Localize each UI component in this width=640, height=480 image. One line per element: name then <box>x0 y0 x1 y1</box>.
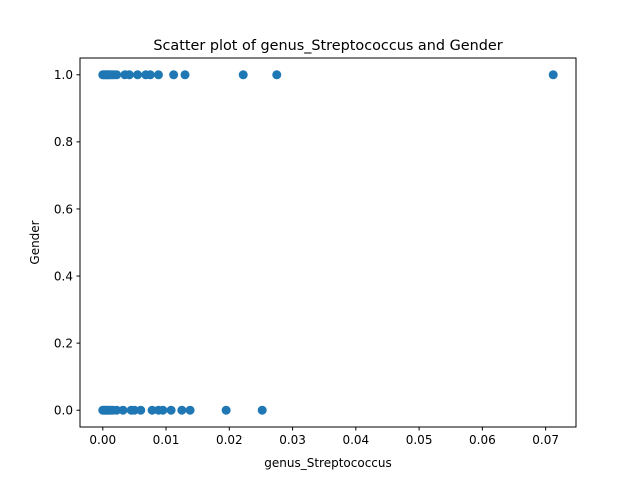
chart-title: Scatter plot of genus_Streptococcus and … <box>153 38 502 54</box>
data-point <box>272 70 282 80</box>
plot-frame <box>79 57 577 428</box>
data-points <box>98 70 558 415</box>
y-tick-label: 0.4 <box>54 269 73 283</box>
data-point <box>112 70 122 80</box>
y-axis-label: Gender <box>28 220 42 264</box>
data-point <box>548 70 558 80</box>
y-tick-label: 0.6 <box>54 202 73 216</box>
x-axis-label: genus_Streptococcus <box>264 456 392 470</box>
x-tick-label: 0.06 <box>469 433 496 447</box>
data-point <box>118 405 128 415</box>
data-point <box>133 70 143 80</box>
y-tick-label: 0.8 <box>54 135 73 149</box>
data-point <box>185 405 195 415</box>
data-point <box>177 405 187 415</box>
x-tick-label: 0.00 <box>89 433 116 447</box>
x-tick-label: 0.05 <box>406 433 433 447</box>
data-point <box>136 405 146 415</box>
x-tick-label: 0.01 <box>153 433 180 447</box>
data-point <box>238 70 248 80</box>
y-tick-label: 0.0 <box>54 404 73 418</box>
data-point <box>257 405 267 415</box>
data-point <box>124 70 134 80</box>
data-point <box>166 405 176 415</box>
x-tick-label: 0.07 <box>532 433 559 447</box>
y-tick-label: 1.0 <box>54 68 73 82</box>
y-axis-ticks: 0.0 0.2 0.4 0.6 0.8 1.0 <box>54 68 80 418</box>
x-tick-label: 0.04 <box>342 433 369 447</box>
data-point <box>145 70 155 80</box>
data-point <box>180 70 190 80</box>
x-axis-ticks: 0.00 0.01 0.02 0.03 0.04 0.05 0.06 0.07 <box>89 427 559 447</box>
data-point <box>147 405 157 415</box>
data-point <box>221 405 231 415</box>
y-tick-label: 0.2 <box>54 336 73 350</box>
data-point <box>158 405 168 415</box>
data-point <box>112 405 122 415</box>
data-point <box>129 405 139 415</box>
x-tick-label: 0.02 <box>216 433 243 447</box>
data-point <box>153 70 163 80</box>
x-tick-label: 0.03 <box>279 433 306 447</box>
data-point <box>169 70 179 80</box>
